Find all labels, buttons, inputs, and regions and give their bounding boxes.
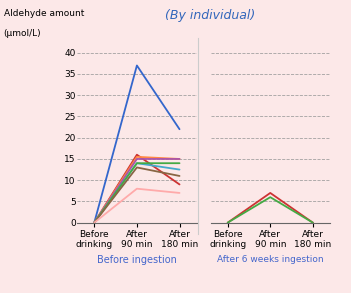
Text: (μmol/L): (μmol/L): [4, 29, 41, 38]
Text: (By individual): (By individual): [165, 9, 256, 22]
Text: After 6 weeks ingestion: After 6 weeks ingestion: [217, 255, 324, 264]
Text: Aldehyde amount: Aldehyde amount: [4, 9, 84, 18]
Text: Before ingestion: Before ingestion: [97, 255, 177, 265]
